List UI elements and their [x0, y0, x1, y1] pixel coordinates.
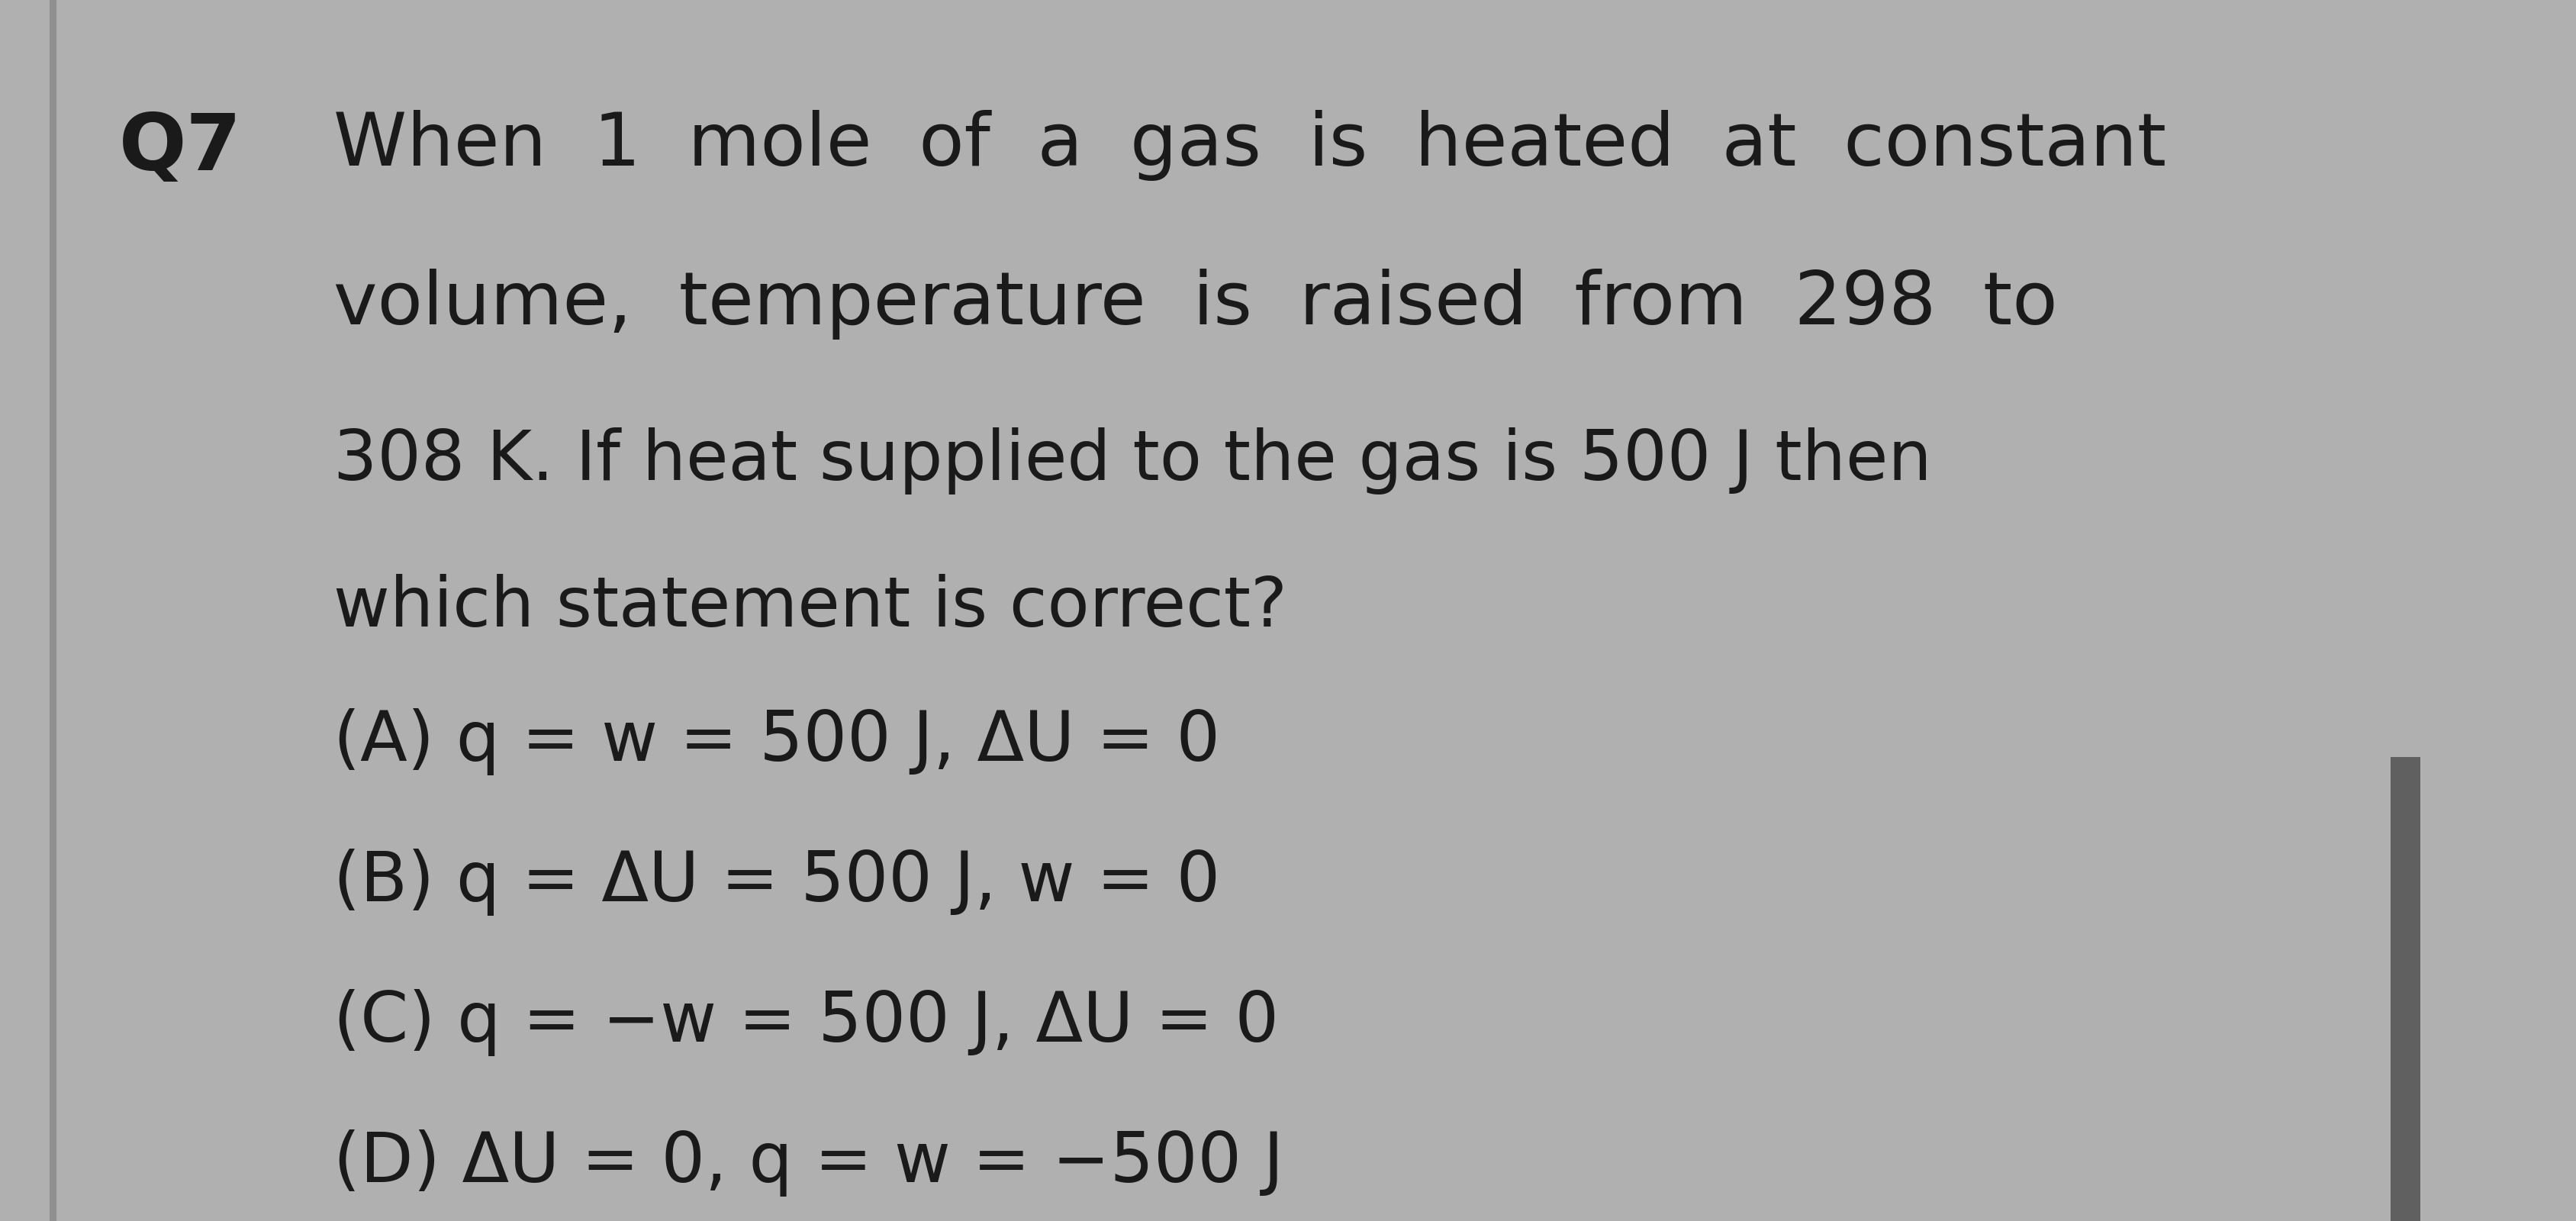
Text: (D) ΔU = 0, q = w = −500 J: (D) ΔU = 0, q = w = −500 J — [332, 1129, 1283, 1197]
Text: When  1  mole  of  a  gas  is  heated  at  constant: When 1 mole of a gas is heated at consta… — [332, 110, 2166, 181]
Text: 308 K. If heat supplied to the gas is 500 J then: 308 K. If heat supplied to the gas is 50… — [332, 427, 1932, 495]
FancyBboxPatch shape — [49, 0, 57, 1221]
Text: (B) q = ΔU = 500 J, w = 0: (B) q = ΔU = 500 J, w = 0 — [332, 849, 1221, 916]
FancyBboxPatch shape — [2391, 757, 2421, 1221]
Text: which statement is correct?: which statement is correct? — [332, 574, 1288, 641]
Text: (A) q = w = 500 J, ΔU = 0: (A) q = w = 500 J, ΔU = 0 — [332, 708, 1221, 775]
Text: volume,  temperature  is  raised  from  298  to: volume, temperature is raised from 298 t… — [332, 269, 2058, 339]
Text: Q7: Q7 — [118, 110, 242, 187]
Text: (C) q = −w = 500 J, ΔU = 0: (C) q = −w = 500 J, ΔU = 0 — [332, 989, 1278, 1056]
